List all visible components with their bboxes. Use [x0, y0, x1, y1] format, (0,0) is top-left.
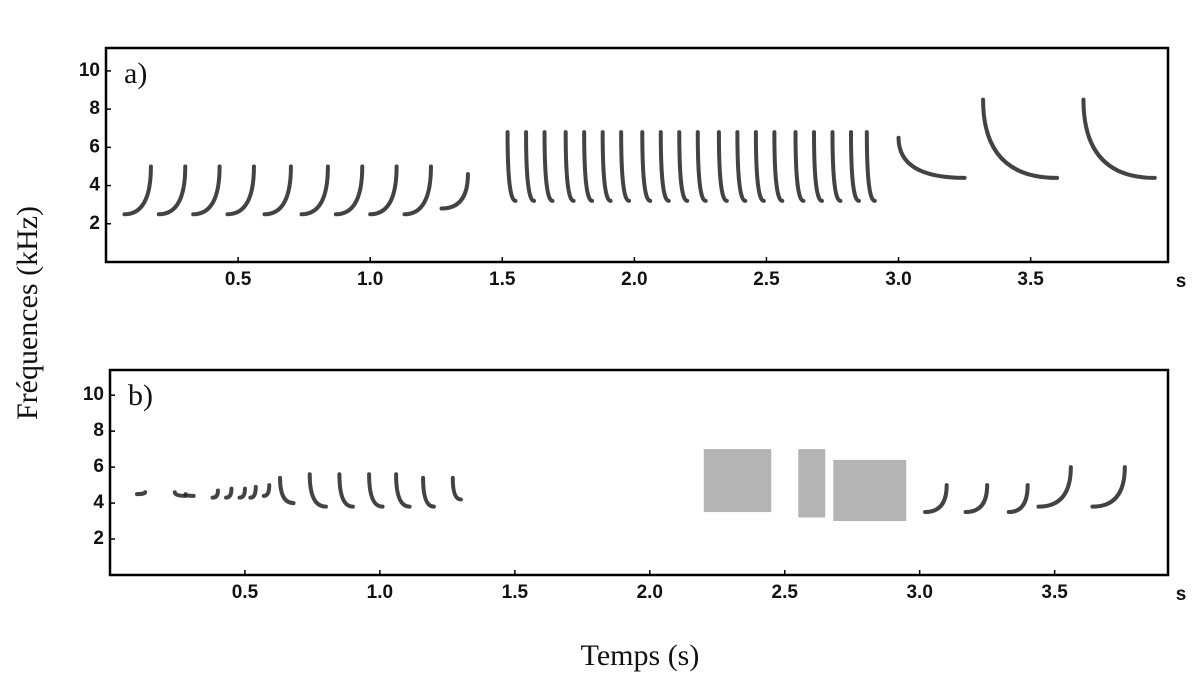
x-unit-label: s [1176, 584, 1187, 605]
x-tick-label: 0.5 [225, 269, 252, 290]
x-tick-label: 2.0 [621, 269, 647, 290]
noise-band [798, 449, 826, 518]
syllable [210, 488, 220, 500]
y-tick-label: 10 [79, 60, 100, 81]
syllable [191, 164, 222, 217]
x-tick-label: 2.0 [637, 582, 663, 603]
syllable [505, 130, 518, 203]
syllable [640, 130, 653, 203]
x-tick-label: 2.5 [772, 582, 799, 603]
syllable [262, 164, 293, 217]
syllable [864, 130, 877, 203]
y-tick-label: 6 [93, 456, 104, 477]
syllable [156, 164, 188, 217]
y-tick-label: 8 [89, 98, 100, 119]
syllable [122, 164, 153, 217]
syllable [278, 475, 296, 506]
y-axis-label: Fréquences (kHz) [11, 206, 44, 420]
x-tick-label: 3.0 [885, 269, 911, 290]
syllable [172, 490, 188, 498]
y-tick-label: 2 [89, 213, 100, 234]
y-tick-label: 8 [93, 420, 104, 441]
syllable [1036, 465, 1073, 509]
syllable [563, 130, 576, 203]
y-tick-label: 4 [93, 492, 104, 513]
x-tick-label: 1.0 [367, 582, 393, 603]
x-tick-label: 2.5 [753, 269, 780, 290]
syllable [1081, 97, 1157, 180]
plot-frame [104, 46, 1170, 264]
syllable [677, 130, 690, 203]
syllable [582, 130, 595, 203]
syllable [237, 486, 247, 500]
syllable [224, 486, 234, 500]
x-tick-label: 3.5 [1017, 269, 1044, 290]
syllable [1090, 465, 1127, 509]
x-tick-label: 0.5 [232, 582, 259, 603]
syllable [753, 130, 766, 203]
x-tick-label: 1.5 [502, 582, 529, 603]
syllable [793, 130, 806, 203]
x-unit-label: s [1176, 271, 1187, 292]
plot-frame [108, 368, 1170, 577]
syllable [1006, 483, 1030, 515]
syllable [394, 472, 412, 509]
panel-label: a) [124, 57, 147, 90]
syllable [619, 130, 632, 203]
syllable [421, 475, 436, 509]
x-tick-label: 3.0 [906, 582, 932, 603]
syllable [923, 483, 949, 515]
syllable [542, 130, 555, 203]
syllable [600, 130, 613, 203]
syllable [248, 484, 258, 500]
syllable [830, 130, 843, 203]
syllable [716, 130, 729, 203]
syllable [735, 130, 748, 203]
syllable [225, 164, 256, 217]
x-tick-label: 1.0 [357, 269, 383, 290]
noise-band [703, 449, 772, 513]
syllable [812, 130, 824, 203]
syllable [524, 130, 536, 203]
syllable [299, 164, 330, 217]
syllable [333, 164, 365, 217]
syllable [981, 97, 1060, 180]
syllable [183, 492, 196, 498]
syllable [772, 130, 785, 203]
syllable [695, 130, 708, 203]
syllable [896, 135, 967, 180]
y-tick-label: 6 [89, 136, 100, 157]
y-tick-label: 10 [83, 384, 104, 405]
noise-band [833, 459, 907, 522]
syllable [367, 472, 385, 509]
x-tick-label: 3.5 [1041, 582, 1068, 603]
x-axis-label: Temps (s) [581, 639, 700, 672]
syllable [368, 164, 399, 217]
syllable [450, 475, 463, 502]
syllable [658, 130, 671, 203]
x-tick-label: 1.5 [489, 269, 516, 290]
syllable [439, 172, 470, 211]
syllable [134, 490, 148, 497]
syllable [337, 472, 355, 509]
panel-label: b) [128, 379, 153, 412]
y-tick-label: 4 [89, 175, 100, 196]
syllable [963, 483, 990, 515]
syllable [307, 472, 328, 509]
syllable [261, 483, 272, 498]
syllable [402, 164, 433, 217]
y-tick-label: 2 [93, 528, 104, 549]
syllable [848, 130, 861, 203]
